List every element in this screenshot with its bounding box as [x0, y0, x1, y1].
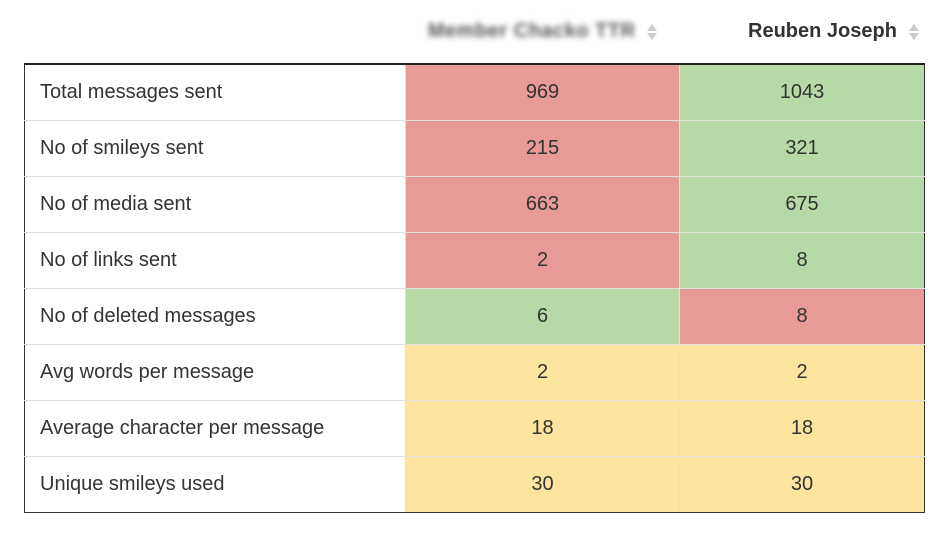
table-row: No of smileys sent 215 321: [24, 120, 925, 177]
participant-1-value: 2: [405, 232, 680, 289]
participant-1-value: 6: [405, 288, 680, 345]
participant-2-value: 8: [679, 232, 925, 289]
metric-label: No of deleted messages: [24, 288, 406, 345]
participant-2-value: 2: [679, 344, 925, 401]
participant-2-value: 30: [679, 456, 925, 513]
table-row: Average character per message 18 18: [24, 400, 925, 457]
table-body: Total messages sent 969 1043 No of smileys …: [24, 63, 925, 513]
metric-label: Average character per message: [24, 400, 406, 457]
participant-1-value: 215: [405, 120, 680, 177]
metric-label: No of smileys sent: [24, 120, 406, 177]
comparison-table: Member Chacko TTR Reuben Joseph Total me…: [24, 0, 925, 513]
header-label-column: [24, 0, 406, 65]
participant-2-value: 18: [679, 400, 925, 457]
table-row: Total messages sent 969 1043: [24, 63, 925, 121]
header-participant-2[interactable]: Reuben Joseph: [679, 0, 925, 65]
table-row: Avg words per message 2 2: [24, 344, 925, 401]
sort-icon[interactable]: [908, 22, 919, 42]
metric-label: No of links sent: [24, 232, 406, 289]
metric-label: No of media sent: [24, 176, 406, 233]
header-participant-1[interactable]: Member Chacko TTR: [405, 0, 680, 65]
metric-label: Unique smileys used: [24, 456, 406, 513]
participant-1-value: 2: [405, 344, 680, 401]
participant-2-value: 675: [679, 176, 925, 233]
participant-2-value: 321: [679, 120, 925, 177]
table-row: No of media sent 663 675: [24, 176, 925, 233]
table-row: No of deleted messages 6 8: [24, 288, 925, 345]
table-row: No of links sent 2 8: [24, 232, 925, 289]
participant-2-name: Reuben Joseph: [748, 20, 897, 42]
sort-icon[interactable]: [647, 22, 657, 42]
participant-1-value: 30: [405, 456, 680, 513]
participant-1-name: Member Chacko TTR: [428, 20, 636, 42]
table-header-row: Member Chacko TTR Reuben Joseph: [24, 0, 925, 65]
participant-1-value: 969: [405, 63, 680, 121]
participant-1-value: 663: [405, 176, 680, 233]
participant-2-value: 8: [679, 288, 925, 345]
metric-label: Avg words per message: [24, 344, 406, 401]
participant-2-value: 1043: [679, 63, 925, 121]
metric-label: Total messages sent: [24, 63, 406, 121]
participant-1-value: 18: [405, 400, 680, 457]
table-row: Unique smileys used 30 30: [24, 456, 925, 513]
